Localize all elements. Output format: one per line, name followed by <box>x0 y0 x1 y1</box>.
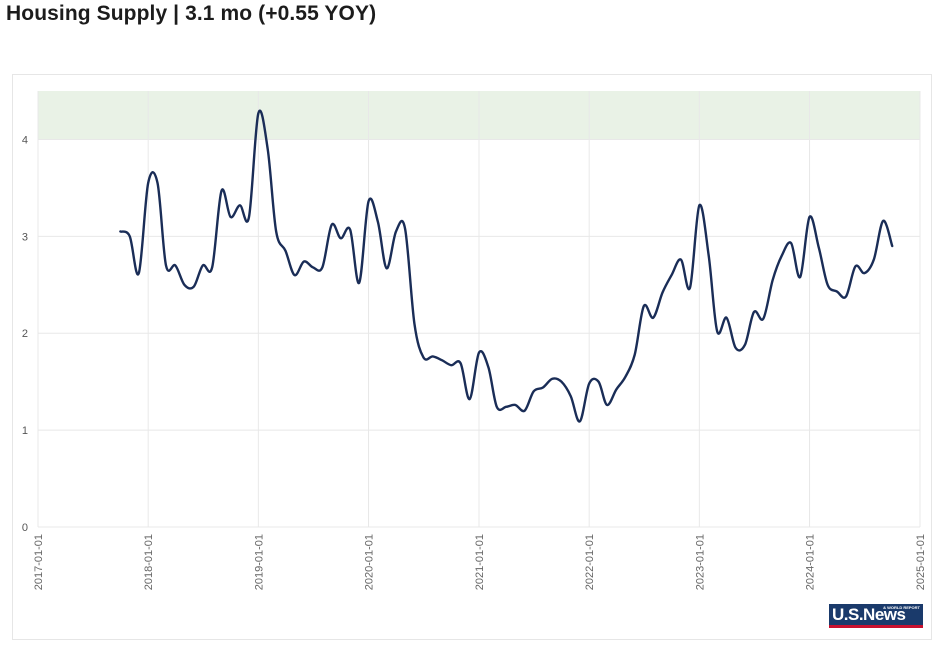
logo-sub-text: & WORLD REPORT <box>883 605 920 610</box>
y-tick-label-2: 2 <box>22 328 28 340</box>
x-tick-label-6: 2023-01-01 <box>694 534 706 590</box>
x-tick-label-5: 2022-01-01 <box>584 534 596 590</box>
chart-container <box>12 74 932 640</box>
x-tick-label-1: 2018-01-01 <box>143 534 155 590</box>
y-tick-label-4: 4 <box>22 134 28 146</box>
y-tick-label-1: 1 <box>22 425 28 437</box>
page-title: Housing Supply | 3.1 mo (+0.55 YOY) <box>6 2 377 25</box>
gridlines <box>37 91 921 528</box>
series-line-0 <box>119 109 894 423</box>
y-tick-label-0: 0 <box>22 522 28 534</box>
x-tick-label-0: 2017-01-01 <box>33 534 45 590</box>
x-axis-ticks: 2017-01-01 2018-01-01 2019-01-01 2020-01-01… <box>33 534 927 590</box>
logo-main-text: U.S.News <box>832 605 906 624</box>
x-tick-label-7: 2024-01-01 <box>805 534 817 590</box>
y-tick-label-3: 3 <box>22 231 28 243</box>
x-tick-label-2: 2019-01-01 <box>253 534 265 590</box>
x-tick-label-8: 2025-01-01 <box>915 534 927 590</box>
usnews-logo: U.S.News & WORLD REPORT <box>829 604 923 628</box>
x-tick-label-4: 2021-01-01 <box>474 534 486 590</box>
y-axis-ticks: 0 1 2 3 4 <box>22 134 28 534</box>
series-layer <box>119 109 894 423</box>
x-tick-label-3: 2020-01-01 <box>364 534 376 590</box>
